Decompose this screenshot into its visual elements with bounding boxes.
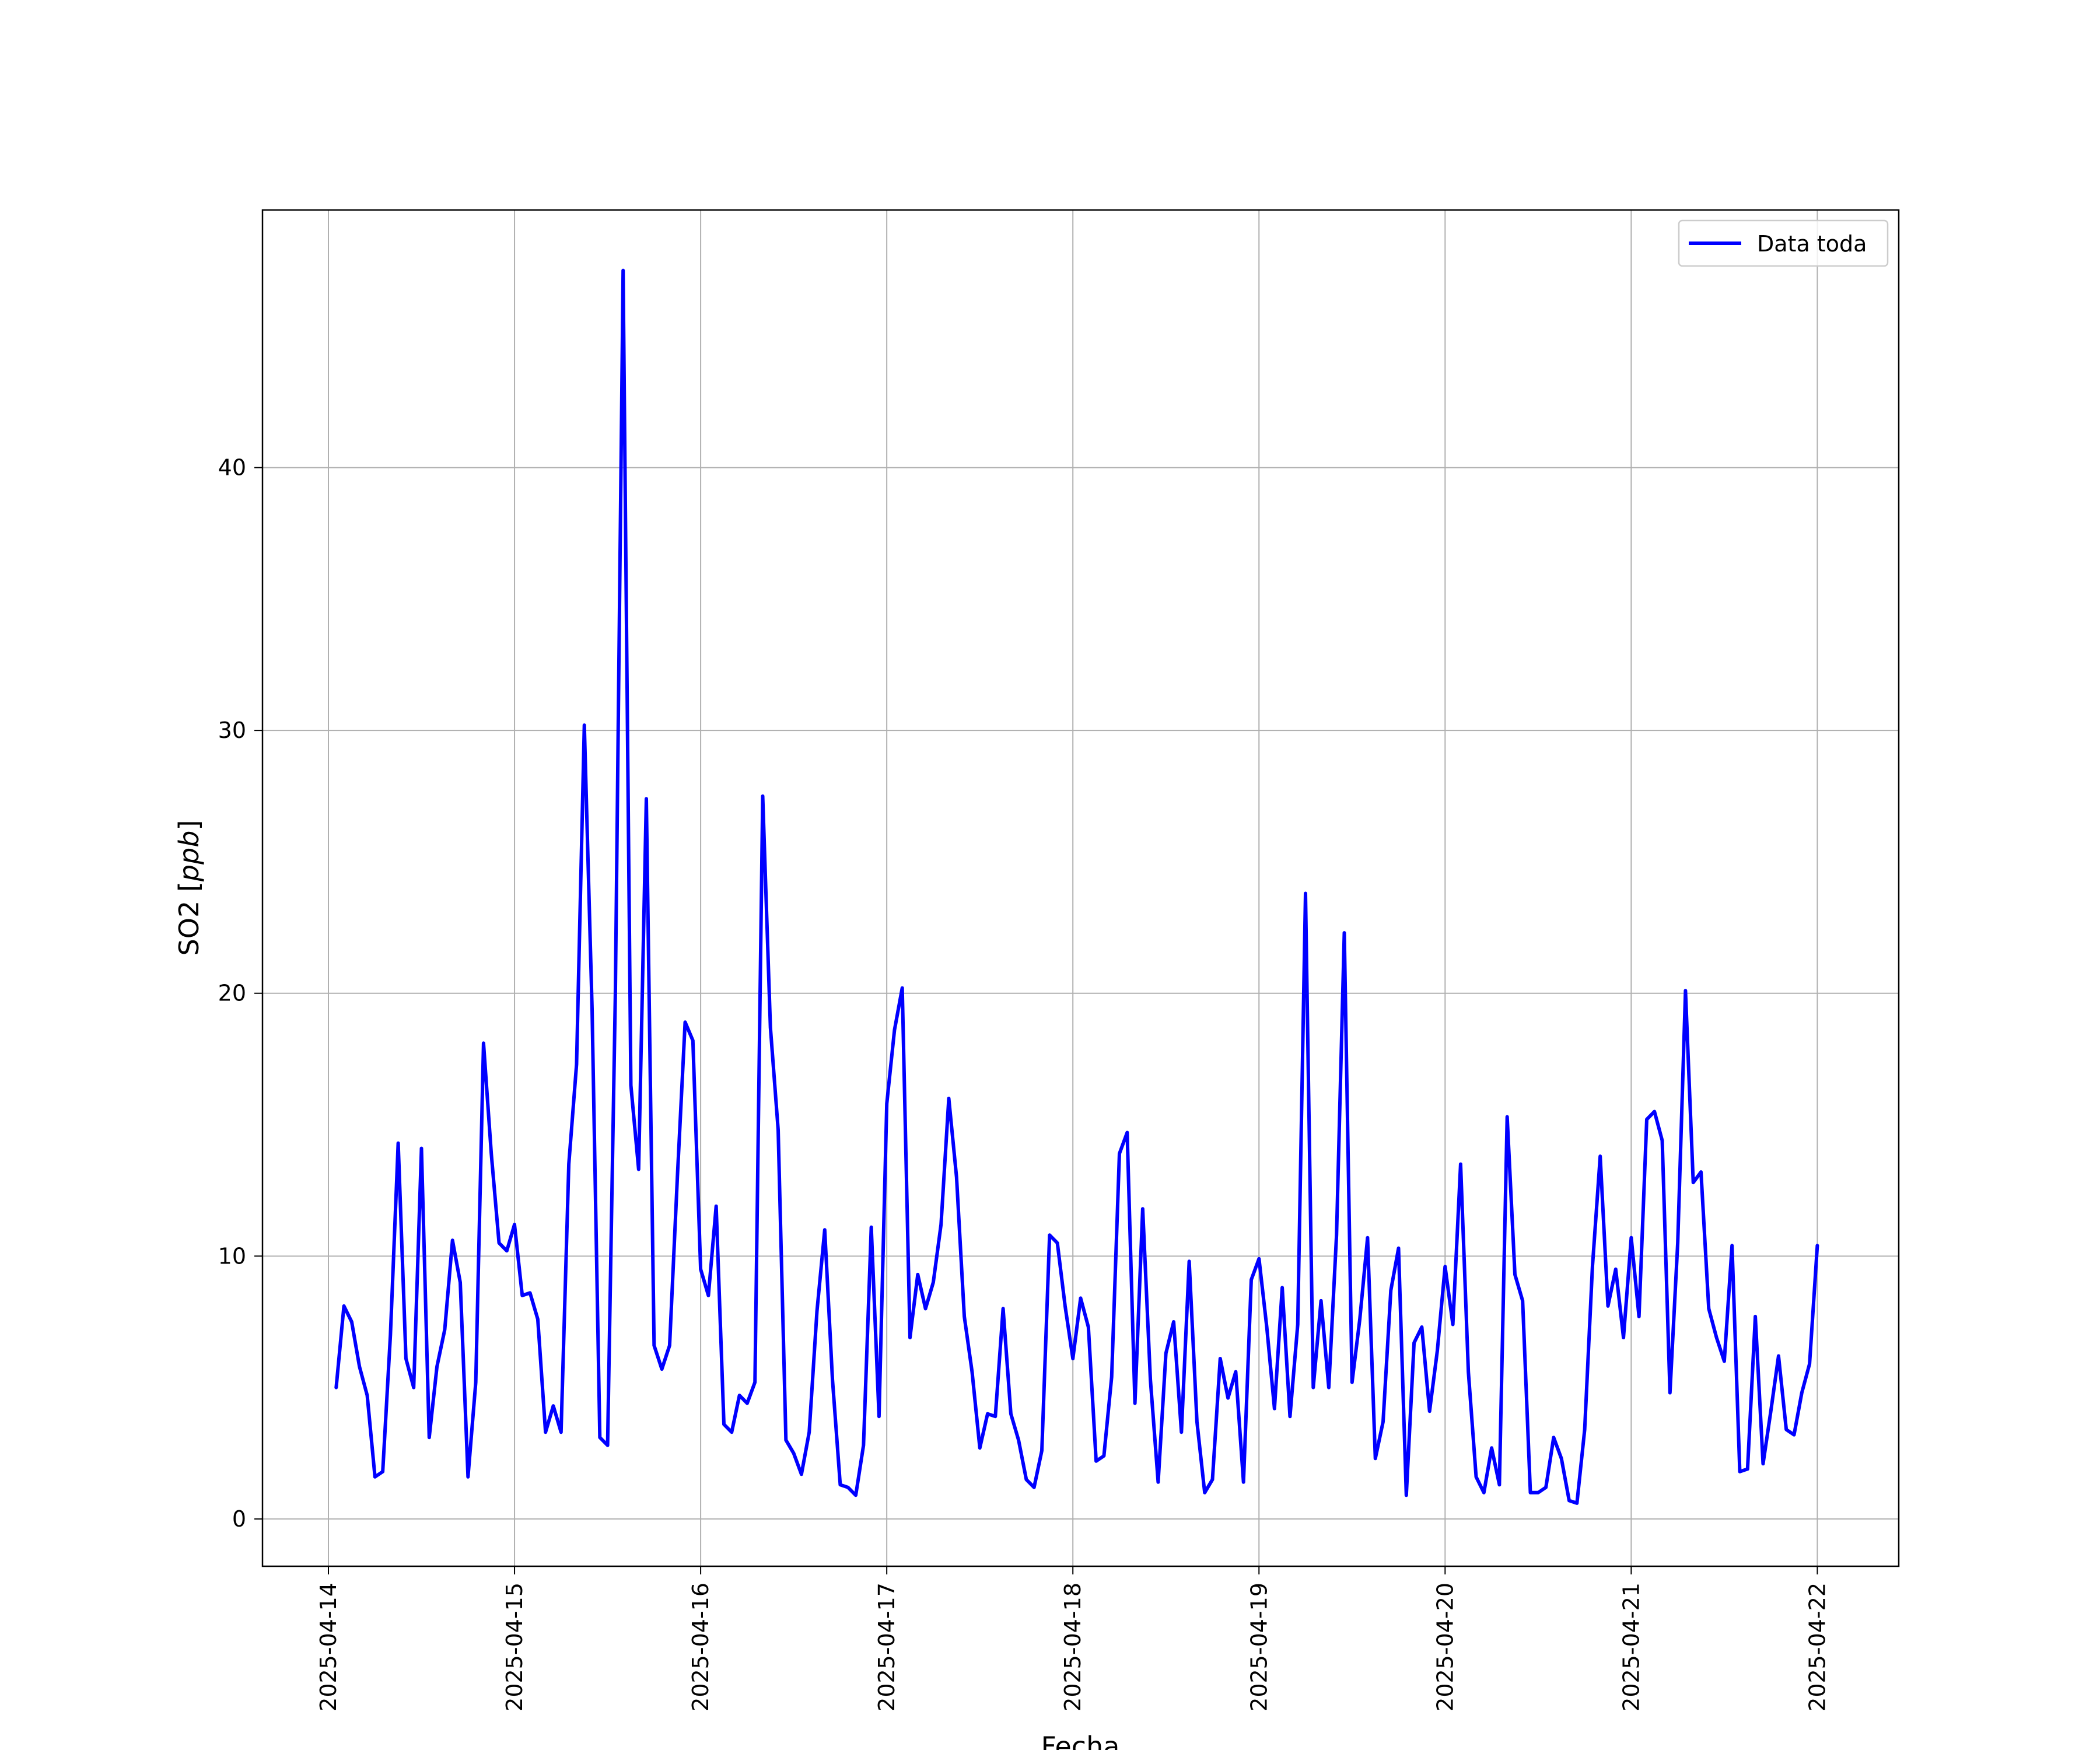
plot-area-background <box>262 210 1899 1566</box>
x-axis: 2025-04-14 2025-04-15 2025-04-16 2025-04-17… <box>316 1566 1830 1712</box>
x-tick-label: 2025-04-15 <box>502 1583 527 1712</box>
y-tick-label: 0 <box>232 1506 246 1532</box>
y-tick-label: 10 <box>218 1243 246 1269</box>
series-layer <box>334 268 1819 1505</box>
legend: Data toda <box>1678 219 1889 267</box>
legend-box <box>1678 219 1889 267</box>
series-line-0 <box>334 268 1819 1505</box>
legend-label: Data toda <box>1757 231 1867 257</box>
x-tick-label: 2025-04-16 <box>688 1583 713 1712</box>
y-tick-label: 30 <box>218 718 246 743</box>
x-tick-label: 2025-04-17 <box>874 1583 900 1712</box>
plot-area-frame <box>261 209 1900 1567</box>
x-tick-label: 2025-04-21 <box>1618 1583 1644 1712</box>
x-axis-title: Fecha <box>1041 1731 1120 1750</box>
y-axis-title-main: SO2 [ <box>173 881 205 956</box>
x-tick-label: 2025-04-18 <box>1060 1583 1086 1712</box>
y-axis: 0 10 20 30 40 <box>218 455 262 1532</box>
y-tick-label: 20 <box>218 981 246 1006</box>
y-axis-title: SO2 [ppb] <box>173 820 205 956</box>
y-axis-title-unit: ppb <box>173 831 205 883</box>
x-tick-label: 2025-04-14 <box>316 1583 341 1712</box>
grid <box>262 210 1899 1566</box>
y-axis-title-close: ] <box>173 820 205 831</box>
y-tick-label: 40 <box>218 455 246 481</box>
x-tick-label: 2025-04-20 <box>1432 1583 1458 1712</box>
x-tick-label: 2025-04-22 <box>1804 1583 1830 1712</box>
x-tick-label: 2025-04-19 <box>1246 1583 1272 1712</box>
